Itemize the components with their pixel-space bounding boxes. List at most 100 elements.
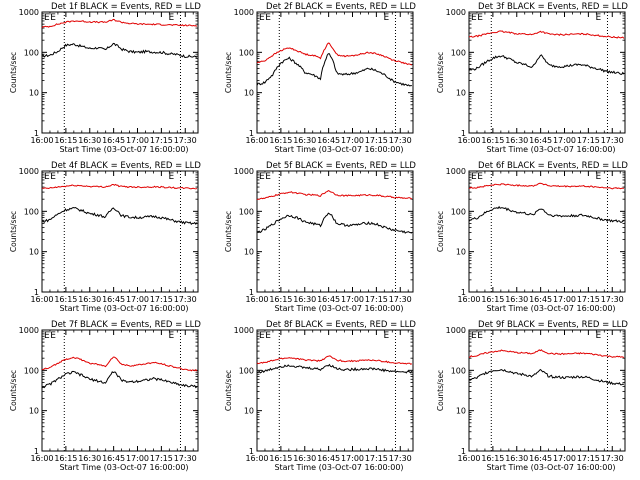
- events-series-line: [256, 212, 413, 234]
- y-tick-label: 10: [456, 89, 466, 98]
- plot-frame: [468, 11, 626, 134]
- y-tick-label: 1: [249, 447, 254, 456]
- events-series-line: [256, 53, 412, 87]
- y-tick-label: 10: [29, 248, 39, 257]
- events-series-line: [41, 42, 198, 59]
- y-tick-label: 1: [34, 447, 39, 456]
- events-series-line: [468, 54, 625, 75]
- x-tick-label: 17:15: [150, 295, 173, 304]
- x-tick-label: 16:15: [269, 454, 292, 463]
- x-tick-label: 17:15: [365, 136, 388, 145]
- x-tick-label: 16:30: [293, 136, 316, 145]
- event-marker: E: [383, 331, 389, 341]
- plot-frame: [41, 170, 199, 293]
- x-tick-label: 16:30: [78, 136, 101, 145]
- x-tick-label: 16:30: [505, 295, 528, 304]
- x-tick-label: 16:00: [30, 295, 53, 304]
- panel-title: Det 3f BLACK = Events, RED = LLD: [478, 2, 628, 12]
- x-tick-label: 16:45: [102, 136, 125, 145]
- event-marker: E: [477, 172, 483, 182]
- x-tick-label: 16:00: [245, 295, 268, 304]
- lld-series-line: [468, 182, 624, 190]
- y-tick-label: 1000: [234, 326, 254, 335]
- panel-title: Det 7f BLACK = Events, RED = LLD: [51, 320, 201, 330]
- y-tick-label: 1: [461, 288, 466, 297]
- event-marker: E: [265, 331, 271, 341]
- x-tick-label: 17:15: [150, 454, 173, 463]
- plot-frame: [41, 11, 199, 134]
- x-tick-label: 16:15: [481, 136, 504, 145]
- lld-series-line: [41, 183, 198, 190]
- x-axis-label: Start Time (03-Oct-07 16:00:00): [486, 304, 615, 313]
- y-tick-label: 1: [461, 129, 466, 138]
- event-marker: E: [471, 172, 477, 182]
- x-axis-label: Start Time (03-Oct-07 16:00:00): [59, 304, 188, 313]
- x-tick-label: 16:30: [505, 136, 528, 145]
- event-marker: E: [50, 172, 56, 182]
- event-marker: E: [259, 172, 265, 182]
- y-tick-label: 1000: [446, 326, 466, 335]
- event-marker: E: [471, 331, 477, 341]
- y-tick-label: 100: [451, 207, 466, 216]
- x-tick-label: 16:15: [269, 295, 292, 304]
- x-tick-label: 16:45: [317, 136, 340, 145]
- x-tick-label: 16:30: [78, 295, 101, 304]
- event-marker: E: [168, 331, 174, 341]
- y-axis-label: Counts/sec: [9, 370, 18, 411]
- y-axis-label: Counts/sec: [9, 211, 18, 252]
- y-tick-label: 1: [461, 447, 466, 456]
- event-marker: E: [265, 13, 271, 23]
- plot-frame: [256, 11, 414, 134]
- x-tick-label: 16:00: [245, 454, 268, 463]
- x-tick-label: 17:00: [126, 295, 149, 304]
- y-tick-label: 10: [29, 89, 39, 98]
- event-marker: E: [259, 13, 265, 23]
- x-tick-label: 16:00: [457, 295, 480, 304]
- y-tick-label: 1: [249, 288, 254, 297]
- x-tick-label: 16:00: [457, 136, 480, 145]
- x-tick-label: 16:00: [30, 136, 53, 145]
- x-tick-label: 16:30: [78, 454, 101, 463]
- x-tick-label: 17:00: [553, 136, 576, 145]
- event-marker: E: [383, 172, 389, 182]
- y-axis-label: Counts/sec: [436, 52, 445, 93]
- x-tick-label: 17:30: [601, 454, 624, 463]
- x-tick-label: 17:30: [389, 295, 412, 304]
- x-axis-label: Start Time (03-Oct-07 16:00:00): [274, 304, 403, 313]
- x-tick-label: 17:15: [577, 454, 600, 463]
- plot-frame: [468, 329, 626, 452]
- event-marker: E: [595, 13, 601, 23]
- y-tick-label: 1: [249, 129, 254, 138]
- y-tick-label: 10: [456, 248, 466, 257]
- event-marker: E: [44, 13, 50, 23]
- x-tick-label: 16:15: [54, 136, 77, 145]
- events-series-line: [41, 206, 198, 225]
- plot-frame: [256, 329, 414, 452]
- x-tick-label: 17:30: [174, 295, 197, 304]
- event-marker: E: [595, 172, 601, 182]
- x-tick-label: 17:15: [365, 295, 388, 304]
- x-axis-label: Start Time (03-Oct-07 16:00:00): [59, 145, 188, 154]
- y-tick-label: 1000: [234, 8, 254, 17]
- x-tick-label: 16:45: [529, 295, 552, 304]
- y-tick-label: 100: [239, 366, 254, 375]
- y-tick-label: 1000: [446, 167, 466, 176]
- y-axis-label: Counts/sec: [9, 52, 18, 93]
- y-axis-label: Counts/sec: [224, 211, 233, 252]
- events-series-line: [468, 205, 624, 223]
- y-axis-label: Counts/sec: [436, 211, 445, 252]
- lld-series-line: [256, 355, 413, 365]
- x-tick-label: 16:00: [245, 136, 268, 145]
- y-tick-label: 100: [451, 366, 466, 375]
- y-axis-label: Counts/sec: [436, 370, 445, 411]
- event-marker: E: [595, 331, 601, 341]
- panel-title: Det 8f BLACK = Events, RED = LLD: [266, 320, 416, 330]
- x-tick-label: 16:15: [481, 454, 504, 463]
- events-series-line: [41, 370, 198, 389]
- x-tick-label: 16:30: [505, 454, 528, 463]
- x-tick-label: 17:30: [174, 454, 197, 463]
- lld-series-line: [469, 30, 625, 39]
- x-tick-label: 17:00: [126, 136, 149, 145]
- x-tick-label: 16:30: [293, 454, 316, 463]
